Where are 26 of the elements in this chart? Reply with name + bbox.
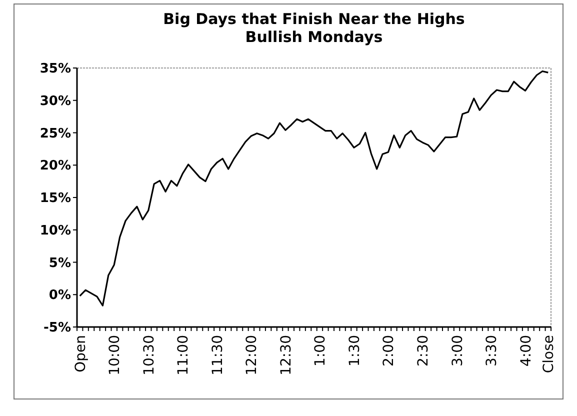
x-tick-label: 4:00 — [518, 335, 534, 366]
x-tick-label: 1:00 — [312, 335, 329, 366]
x-tick-label: 12:30 — [278, 335, 294, 376]
chart-subtitle: Bullish Mondays — [245, 28, 383, 46]
y-tick-label: 35% — [40, 62, 71, 77]
y-tick-label: 10% — [40, 223, 71, 238]
x-tick-label: 3:30 — [484, 335, 500, 366]
x-tick-label: 11:00 — [176, 335, 192, 376]
chart-title: Big Days that Finish Near the Highs — [163, 10, 465, 28]
x-tick-label: 3:00 — [450, 335, 466, 366]
x-tick-label: Close — [541, 335, 558, 374]
y-tick-label: 0% — [48, 288, 71, 304]
x-tick-label: 2:30 — [416, 335, 432, 366]
x-tick-label: 1:30 — [346, 335, 363, 366]
x-tick-label: 12:00 — [244, 335, 260, 376]
y-tick-label: 20% — [40, 158, 71, 174]
y-tick-label: 25% — [40, 126, 71, 142]
x-tick-label: Open — [72, 335, 89, 372]
x-tick-label: 11:30 — [210, 335, 226, 376]
y-tick-label: 15% — [40, 191, 71, 206]
y-tick-label: 30% — [40, 94, 71, 109]
x-tick-label: 10:30 — [141, 335, 158, 376]
x-tick-label: 10:00 — [107, 335, 124, 376]
x-tick-label: 2:00 — [381, 335, 398, 366]
y-tick-label: -5% — [44, 320, 71, 336]
y-tick-label: 5% — [48, 256, 71, 271]
